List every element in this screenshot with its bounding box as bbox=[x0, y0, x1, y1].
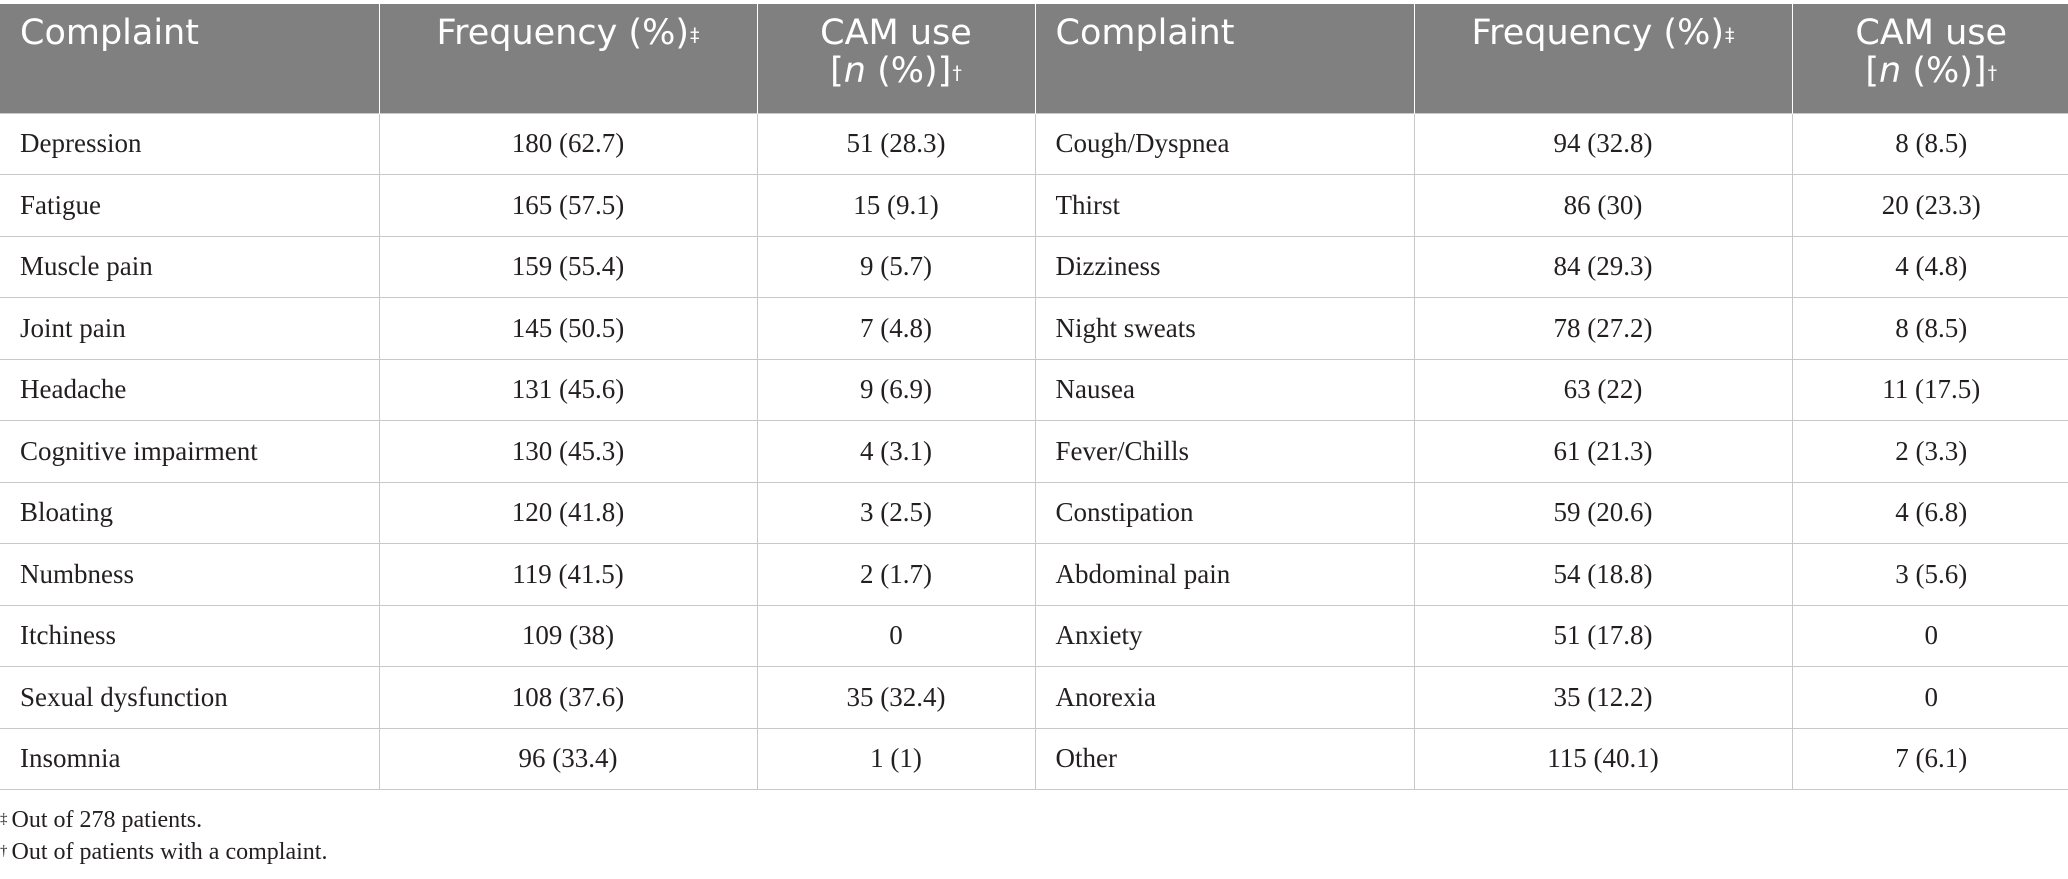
table-row: Numbness 119 (41.5) 2 (1.7) Abdominal pain 5… bbox=[0, 543, 2068, 606]
footnote-mark: † bbox=[0, 843, 8, 859]
complaint-table: Complaint Frequency (%)‡ CAM use [n (%)]†… bbox=[0, 4, 2068, 790]
header-cam-use-right: CAM use [n (%)]† bbox=[1791, 4, 2068, 113]
cam-use-cell: 4 (3.1) bbox=[756, 420, 1036, 483]
complaint-cell: Depression bbox=[0, 112, 380, 175]
complaint-cell: Fever/Chills bbox=[1034, 420, 1415, 483]
cam-use-cell: 4 (4.8) bbox=[1791, 235, 2068, 298]
header-cam-use-left: CAM use [n (%)]† bbox=[756, 4, 1035, 113]
cam-use-cell: 4 (6.8) bbox=[1791, 481, 2068, 544]
double-dagger-mark: ‡ bbox=[690, 24, 700, 46]
complaint-cell: Fatigue bbox=[0, 174, 380, 237]
frequency-cell: 165 (57.5) bbox=[378, 174, 758, 237]
cam-use-cell: 20 (23.3) bbox=[1791, 174, 2068, 237]
frequency-cell: 119 (41.5) bbox=[378, 543, 758, 606]
dagger-mark: † bbox=[952, 62, 962, 84]
complaint-cell: Night sweats bbox=[1034, 297, 1415, 360]
table-row: Insomnia 96 (33.4) 1 (1) Other 115 (40.1) 7 (… bbox=[0, 727, 2068, 790]
footnote: † Out of patients with a complaint. bbox=[0, 836, 327, 868]
cam-use-cell: 8 (8.5) bbox=[1791, 297, 2068, 360]
complaint-cell: Cognitive impairment bbox=[0, 420, 380, 483]
complaint-cell: Abdominal pain bbox=[1034, 543, 1415, 606]
cam-use-cell: 35 (32.4) bbox=[756, 666, 1036, 729]
table-row: Headache 131 (45.6) 9 (6.9) Nausea 63 (22) 11… bbox=[0, 358, 2068, 421]
frequency-cell: 63 (22) bbox=[1413, 358, 1793, 421]
complaint-cell: Dizziness bbox=[1034, 235, 1415, 298]
footnotes: ‡ Out of 278 patients. † Out of patients wi… bbox=[0, 804, 327, 868]
complaint-cell: Muscle pain bbox=[0, 235, 380, 298]
frequency-cell: 96 (33.4) bbox=[378, 727, 758, 790]
frequency-cell: 180 (62.7) bbox=[378, 112, 758, 175]
dagger-mark: † bbox=[1987, 62, 1998, 84]
header-row: Complaint Frequency (%)‡ CAM use [n (%)]†… bbox=[0, 4, 2068, 113]
footnote-text: Out of patients with a complaint. bbox=[11, 839, 328, 865]
cam-use-cell: 7 (4.8) bbox=[756, 297, 1036, 360]
frequency-cell: 51 (17.8) bbox=[1413, 604, 1793, 667]
footnote-text: Out of 278 patients. bbox=[11, 807, 203, 833]
cam-use-cell: 0 bbox=[1791, 666, 2068, 729]
footnote: ‡ Out of 278 patients. bbox=[0, 804, 327, 836]
cam-use-cell: 8 (8.5) bbox=[1791, 112, 2068, 175]
frequency-cell: 145 (50.5) bbox=[378, 297, 758, 360]
frequency-cell: 115 (40.1) bbox=[1413, 727, 1793, 790]
complaint-cell: Sexual dysfunction bbox=[0, 666, 380, 729]
frequency-cell: 59 (20.6) bbox=[1413, 481, 1793, 544]
table-row: Fatigue 165 (57.5) 15 (9.1) Thirst 86 (30) 20… bbox=[0, 174, 2068, 237]
cam-use-cell: 0 bbox=[756, 604, 1036, 667]
table-row: Depression 180 (62.7) 51 (28.3) Cough/Dyspn… bbox=[0, 112, 2068, 175]
table-body: Depression 180 (62.7) 51 (28.3) Cough/Dyspn… bbox=[0, 112, 2068, 790]
cam-use-cell: 2 (1.7) bbox=[756, 543, 1036, 606]
complaint-cell: Itchiness bbox=[0, 604, 380, 667]
header-frequency-left: Frequency (%)‡ bbox=[378, 4, 757, 113]
cam-use-cell: 1 (1) bbox=[756, 727, 1036, 790]
header-complaint-right: Complaint bbox=[1034, 4, 1414, 113]
frequency-cell: 84 (29.3) bbox=[1413, 235, 1793, 298]
frequency-cell: 120 (41.8) bbox=[378, 481, 758, 544]
double-dagger-mark: ‡ bbox=[1725, 24, 1735, 46]
frequency-cell: 108 (37.6) bbox=[378, 666, 758, 729]
table-container: Complaint Frequency (%)‡ CAM use [n (%)]†… bbox=[0, 4, 2068, 790]
complaint-cell: Bloating bbox=[0, 481, 380, 544]
cam-use-cell: 7 (6.1) bbox=[1791, 727, 2068, 790]
frequency-cell: 94 (32.8) bbox=[1413, 112, 1793, 175]
complaint-cell: Constipation bbox=[1034, 481, 1415, 544]
complaint-cell: Thirst bbox=[1034, 174, 1415, 237]
cam-use-cell: 3 (5.6) bbox=[1791, 543, 2068, 606]
cam-use-cell: 0 bbox=[1791, 604, 2068, 667]
table-header: Complaint Frequency (%)‡ CAM use [n (%)]†… bbox=[0, 4, 2068, 113]
table-row: Sexual dysfunction 108 (37.6) 35 (32.4) Ano… bbox=[0, 666, 2068, 729]
cam-use-cell: 51 (28.3) bbox=[756, 112, 1036, 175]
complaint-cell: Anxiety bbox=[1034, 604, 1415, 667]
complaint-cell: Headache bbox=[0, 358, 380, 421]
frequency-cell: 78 (27.2) bbox=[1413, 297, 1793, 360]
frequency-cell: 130 (45.3) bbox=[378, 420, 758, 483]
table-row: Bloating 120 (41.8) 3 (2.5) Constipation 59 … bbox=[0, 481, 2068, 544]
cam-use-cell: 9 (6.9) bbox=[756, 358, 1036, 421]
frequency-cell: 109 (38) bbox=[378, 604, 758, 667]
footnote-mark: ‡ bbox=[0, 811, 8, 827]
cam-use-cell: 3 (2.5) bbox=[756, 481, 1036, 544]
complaint-cell: Cough/Dyspnea bbox=[1034, 112, 1415, 175]
complaint-cell: Other bbox=[1034, 727, 1415, 790]
complaint-cell: Joint pain bbox=[0, 297, 380, 360]
table-row: Cognitive impairment 130 (45.3) 4 (3.1) Fev… bbox=[0, 420, 2068, 483]
frequency-cell: 131 (45.6) bbox=[378, 358, 758, 421]
frequency-cell: 61 (21.3) bbox=[1413, 420, 1793, 483]
frequency-cell: 54 (18.8) bbox=[1413, 543, 1793, 606]
frequency-cell: 86 (30) bbox=[1413, 174, 1793, 237]
header-complaint-left: Complaint bbox=[0, 4, 379, 113]
header-frequency-right: Frequency (%)‡ bbox=[1413, 4, 1792, 113]
table-row: Muscle pain 159 (55.4) 9 (5.7) Dizziness 84 … bbox=[0, 235, 2068, 298]
complaint-cell: Anorexia bbox=[1034, 666, 1415, 729]
complaint-cell: Nausea bbox=[1034, 358, 1415, 421]
table-row: Joint pain 145 (50.5) 7 (4.8) Night sweats 7… bbox=[0, 297, 2068, 360]
cam-use-cell: 11 (17.5) bbox=[1791, 358, 2068, 421]
cam-use-cell: 9 (5.7) bbox=[756, 235, 1036, 298]
frequency-cell: 159 (55.4) bbox=[378, 235, 758, 298]
frequency-cell: 35 (12.2) bbox=[1413, 666, 1793, 729]
table-row: Itchiness 109 (38) 0 Anxiety 51 (17.8) 0 bbox=[0, 604, 2068, 667]
complaint-cell: Numbness bbox=[0, 543, 380, 606]
cam-use-cell: 2 (3.3) bbox=[1791, 420, 2068, 483]
cam-use-cell: 15 (9.1) bbox=[756, 174, 1036, 237]
complaint-cell: Insomnia bbox=[0, 727, 380, 790]
